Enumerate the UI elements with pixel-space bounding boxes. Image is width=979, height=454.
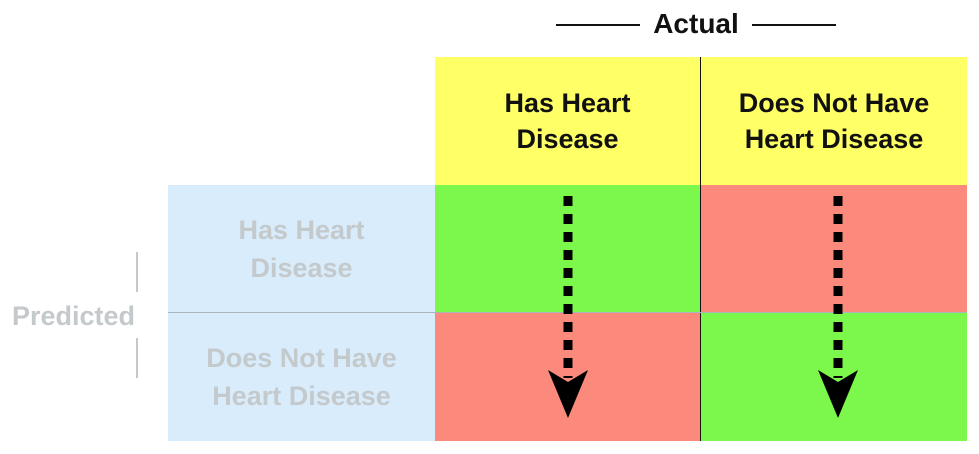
predicted-bottom-rule xyxy=(136,338,138,378)
dashed-down-arrow-icon xyxy=(548,196,588,418)
row-header-line: Has Heart xyxy=(238,215,365,245)
column-header-line: Does Not Have xyxy=(738,88,930,118)
column-header-line: Disease xyxy=(516,124,619,154)
predicted-axis-label: Predicted xyxy=(12,301,136,331)
row-header-line: Disease xyxy=(250,253,353,283)
row-header-does-not-have-heart-disease: Does Not Have Heart Disease xyxy=(168,313,435,441)
row-header-has-heart-disease: Has Heart Disease xyxy=(168,185,435,313)
row-header-line: Does Not Have xyxy=(206,343,397,373)
column-header-line: Heart Disease xyxy=(744,124,924,154)
column-header-line: Has Heart xyxy=(504,88,631,118)
column-header-has-heart-disease: Has Heart Disease xyxy=(435,57,700,185)
actual-left-rule xyxy=(556,24,640,26)
actual-axis-label: Actual xyxy=(653,8,739,39)
vertical-divider xyxy=(700,57,701,441)
predicted-top-rule xyxy=(136,252,138,292)
column-header-does-not-have-heart-disease: Does Not Have Heart Disease xyxy=(701,57,967,185)
row-header-line: Heart Disease xyxy=(212,381,391,411)
dashed-down-arrow-icon xyxy=(818,196,858,418)
actual-right-rule xyxy=(752,24,836,26)
